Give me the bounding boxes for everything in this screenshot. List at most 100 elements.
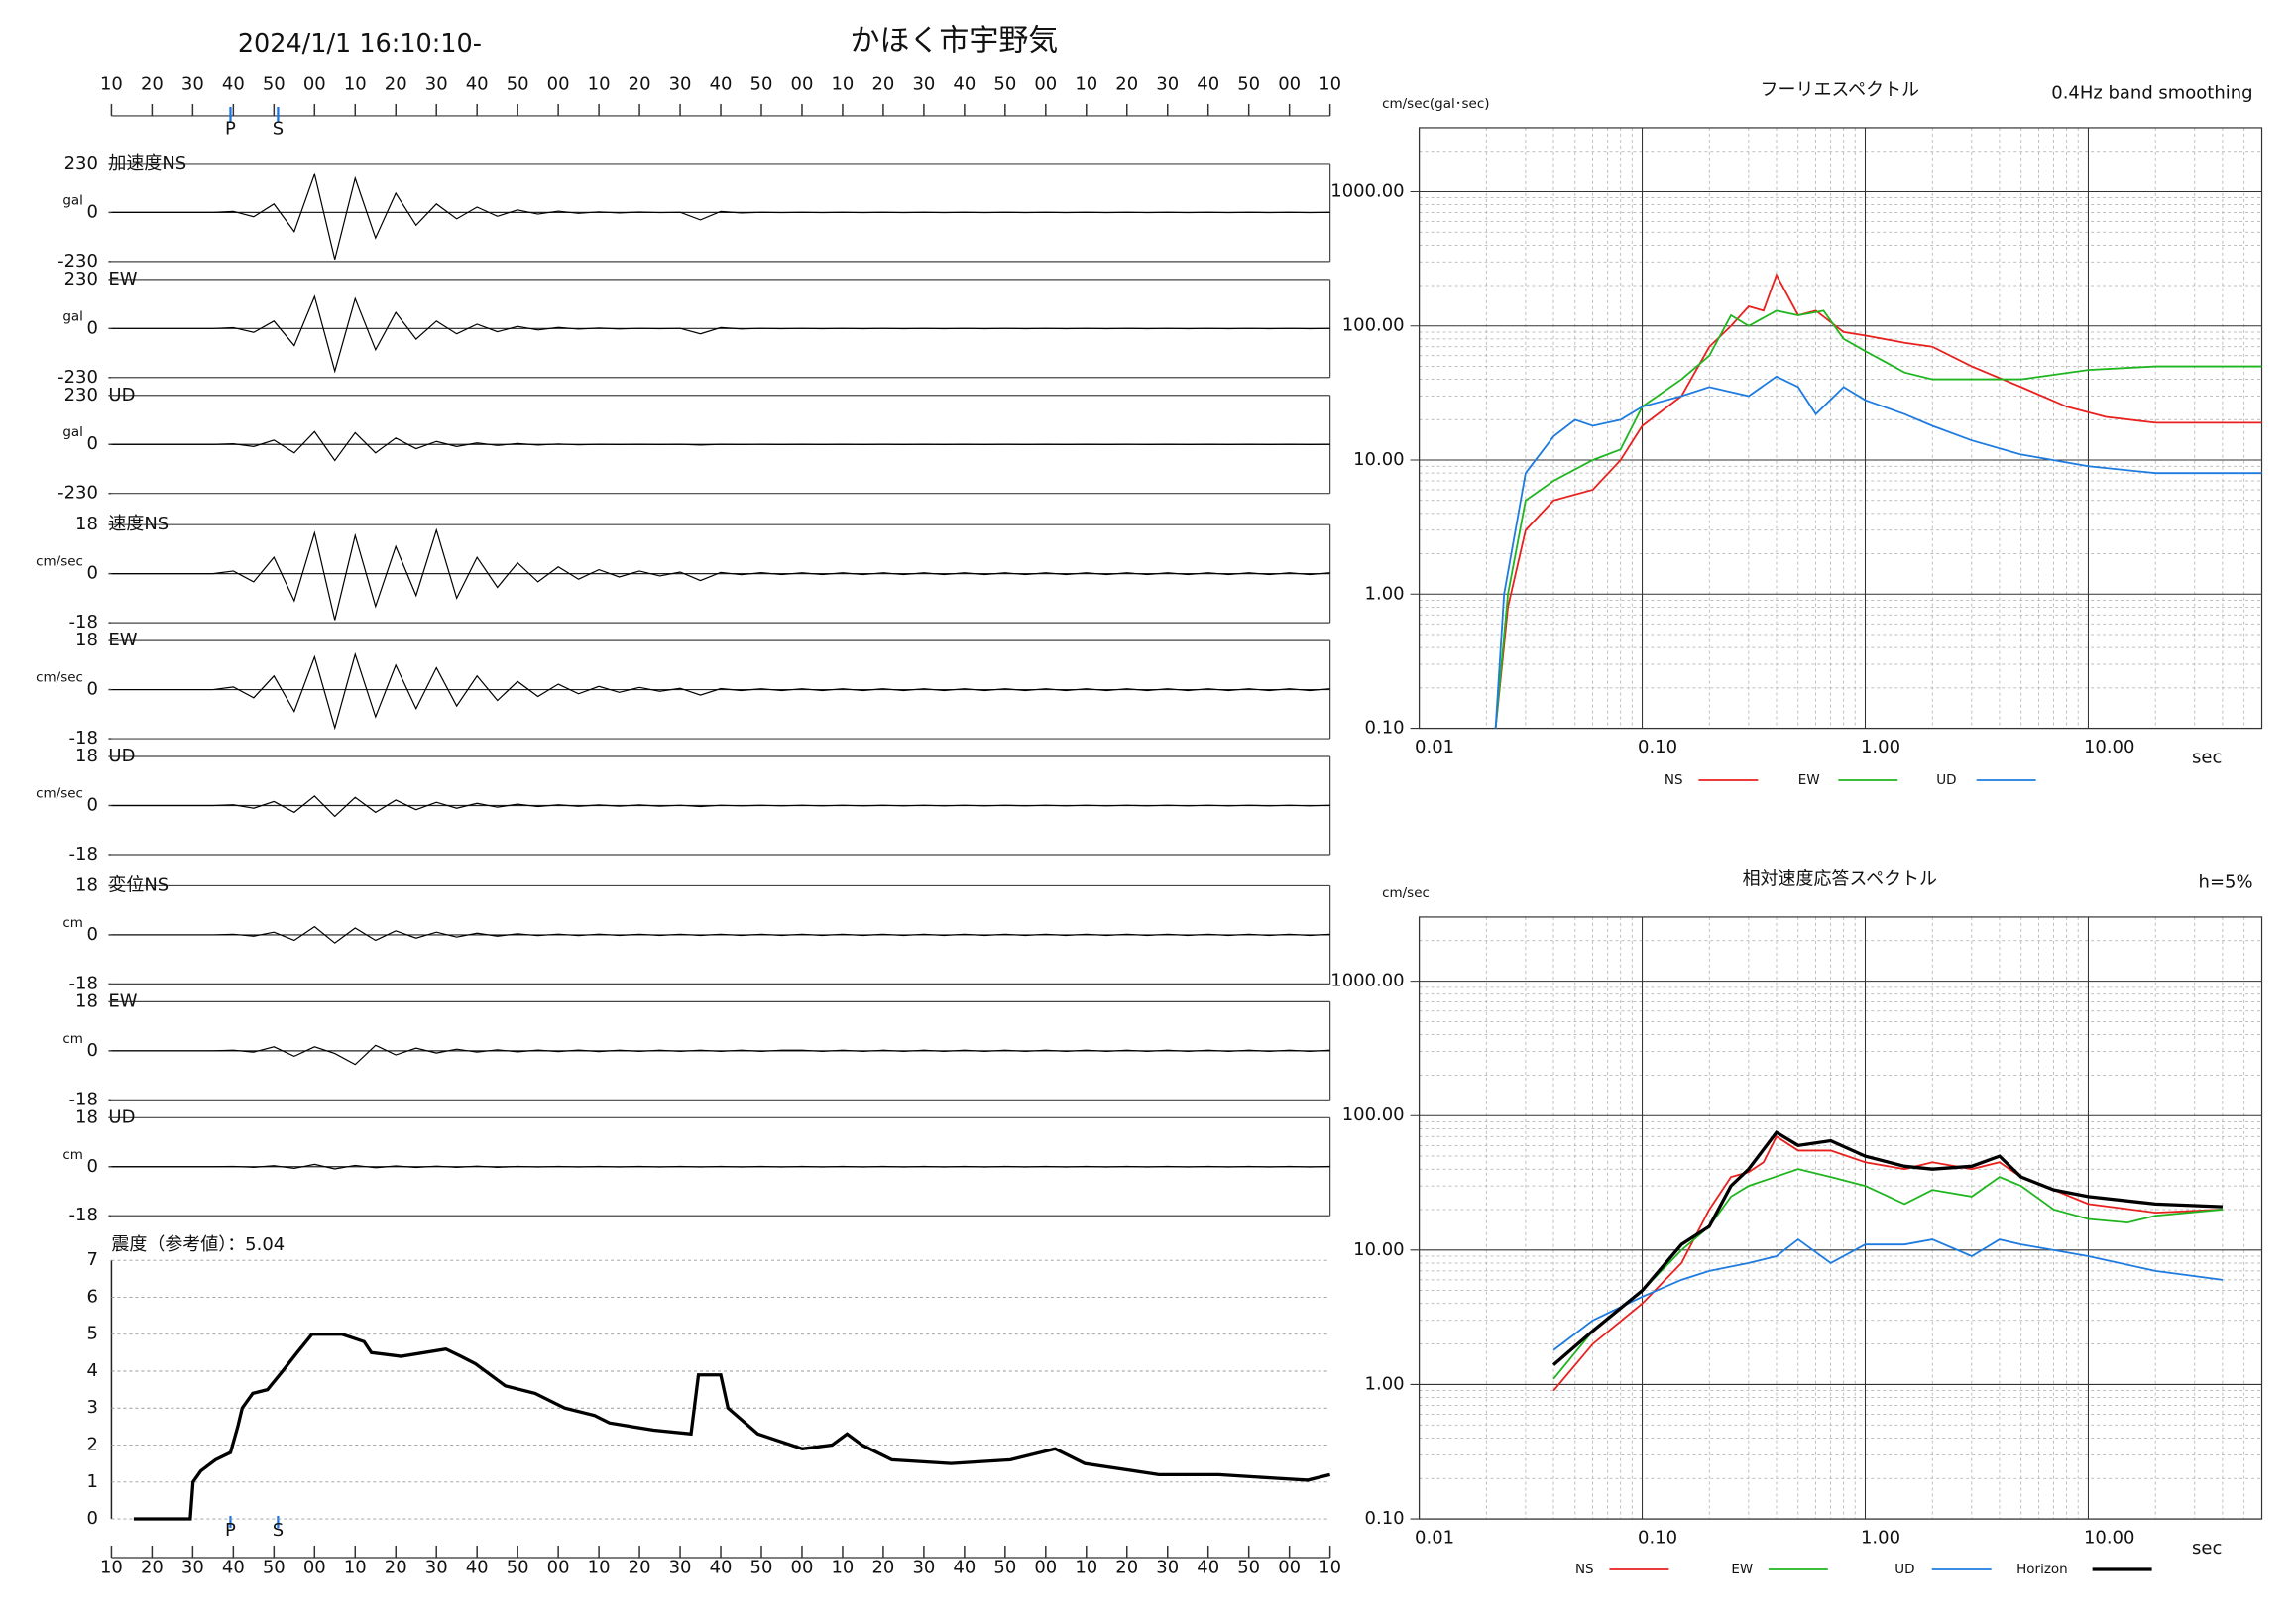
y-tick-label: -18 — [69, 728, 98, 749]
unit-label: cm — [62, 1147, 83, 1163]
y-tick-label: -18 — [69, 612, 98, 633]
unit-label: cm/sec — [36, 786, 83, 802]
y-tick-label: 5 — [86, 1324, 97, 1344]
y-tick-label: 0 — [86, 433, 97, 454]
time-tick-label: 20 — [141, 73, 164, 94]
y-tick-label: 0 — [86, 201, 97, 222]
time-tick-label: 00 — [791, 1558, 814, 1578]
time-tick-label: 40 — [953, 1558, 976, 1578]
unit-label: gal — [62, 308, 83, 324]
y-tick-label: 230 — [64, 385, 98, 406]
panel-label: 速度NS — [108, 514, 169, 534]
waveform — [111, 795, 1330, 818]
spectrum-line — [1552, 1168, 2224, 1380]
time-tick-label: 10 — [588, 1558, 611, 1578]
x-tick-label: 1.00 — [1861, 1528, 1900, 1549]
phase-label: P — [225, 1520, 236, 1541]
y-tick-label: -230 — [57, 483, 98, 504]
y-tick-label: 100.00 — [1342, 315, 1405, 336]
panel-label: UD — [108, 1106, 135, 1127]
y-tick-label: 1.00 — [1365, 583, 1405, 604]
waveform — [111, 1163, 1330, 1170]
time-tick-label: 20 — [385, 73, 407, 94]
time-tick-label: 20 — [629, 73, 651, 94]
phase-label: S — [273, 1520, 284, 1541]
y-tick-label: -18 — [69, 844, 98, 865]
plot-frame — [1418, 916, 2263, 1520]
time-tick-label: 30 — [1156, 73, 1179, 94]
time-tick-label: 30 — [1156, 1558, 1179, 1578]
time-tick-label: 30 — [181, 1558, 204, 1578]
y-tick-label: -18 — [69, 1205, 98, 1225]
x-axis-label: sec — [2192, 1538, 2222, 1559]
y-tick-label: 0 — [86, 1156, 97, 1177]
x-tick-label: 0.01 — [1415, 1528, 1454, 1549]
y-tick-label: 1.00 — [1365, 1373, 1405, 1394]
panel-label: EW — [108, 630, 137, 650]
time-tick-label: 40 — [466, 73, 489, 94]
time-tick-label: 50 — [263, 1558, 286, 1578]
waveform — [111, 1044, 1330, 1066]
y-tick-label: 3 — [86, 1397, 97, 1418]
datetime: 2024/1/1 16:10:10- — [238, 29, 482, 58]
y-tick-label: 10.00 — [1353, 449, 1404, 470]
waveform — [111, 925, 1330, 944]
waveform — [111, 430, 1330, 462]
y-tick-label: 0.10 — [1365, 718, 1405, 739]
spectrum-title: フーリエスペクトル — [1761, 79, 1919, 100]
y-tick-label: 10.00 — [1353, 1239, 1404, 1260]
y-tick-label: -18 — [69, 973, 98, 993]
time-tick-label: 10 — [832, 1558, 855, 1578]
panel-label: EW — [108, 269, 137, 290]
time-tick-label: 50 — [993, 1558, 1016, 1578]
time-tick-label: 10 — [1319, 1558, 1341, 1578]
y-tick-label: 0 — [86, 317, 97, 338]
time-tick-label: 00 — [303, 73, 326, 94]
time-tick-label: 40 — [1197, 1558, 1219, 1578]
y-axis-label: cm/sec(gal･sec) — [1382, 96, 1489, 112]
time-tick-label: 50 — [507, 1558, 529, 1578]
y-tick-label: 18 — [75, 514, 98, 534]
x-axis-label: sec — [2192, 748, 2222, 768]
spectrum-title: 相対速度応答スペクトル — [1743, 869, 1937, 889]
time-tick-label: 10 — [1319, 73, 1341, 94]
y-tick-label: 230 — [64, 153, 98, 174]
y-tick-label: 6 — [86, 1286, 97, 1307]
time-tick-label: 40 — [222, 1558, 245, 1578]
time-tick-label: 40 — [1197, 73, 1219, 94]
spectrum-subtitle: 0.4Hz band smoothing — [2051, 82, 2252, 103]
unit-label: cm — [62, 1031, 83, 1047]
y-tick-label: 7 — [86, 1249, 97, 1270]
legend-label: NS — [1665, 772, 1683, 788]
time-tick-label: 00 — [303, 1558, 326, 1578]
time-tick-label: 50 — [750, 73, 773, 94]
x-tick-label: 0.01 — [1415, 737, 1454, 757]
plot-frame — [1418, 127, 2263, 730]
y-tick-label: 18 — [75, 630, 98, 650]
time-tick-label: 10 — [100, 73, 123, 94]
time-tick-label: 10 — [1075, 73, 1097, 94]
time-tick-label: 20 — [141, 1558, 164, 1578]
x-tick-label: 10.00 — [2084, 737, 2134, 757]
y-tick-label: 18 — [75, 990, 98, 1011]
legend-label: NS — [1575, 1562, 1594, 1577]
spectrum-line — [1552, 1237, 2224, 1351]
time-tick-label: 40 — [466, 1558, 489, 1578]
panel-label: 加速度NS — [108, 153, 186, 174]
unit-label: cm — [62, 915, 83, 931]
y-tick-label: 1 — [86, 1471, 97, 1492]
time-tick-label: 50 — [1237, 73, 1260, 94]
intensity-title: 震度（参考値）：5.04 — [111, 1234, 285, 1255]
legend-label: UD — [1936, 772, 1956, 788]
phase-label: P — [225, 118, 236, 139]
y-tick-label: 0.10 — [1365, 1508, 1405, 1529]
x-tick-label: 0.10 — [1638, 737, 1677, 757]
time-tick-label: 50 — [993, 73, 1016, 94]
time-tick-label: 20 — [1115, 1558, 1138, 1578]
y-tick-label: -230 — [57, 367, 98, 388]
waveform — [111, 527, 1330, 621]
legend-label: EW — [1731, 1562, 1753, 1577]
panel-label: UD — [108, 746, 135, 766]
station: かほく市宇野気 — [850, 24, 1058, 58]
